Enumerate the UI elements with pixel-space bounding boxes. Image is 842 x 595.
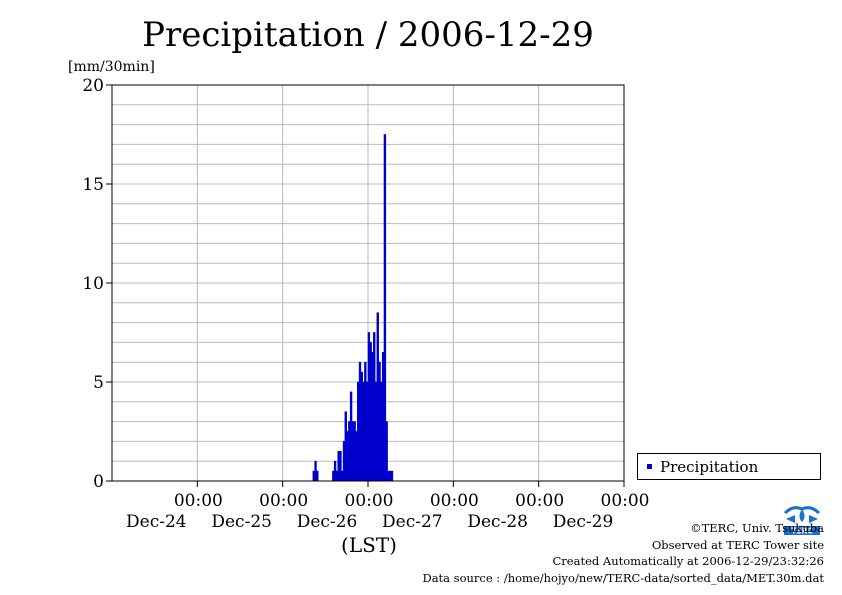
- precipitation-bar: [390, 470, 394, 482]
- chart-legend: Precipitation: [637, 453, 821, 480]
- credits-block: ©TERC, Univ. Tsukuba Observed at TERC To…: [422, 520, 824, 586]
- terc-logo-icon: TERC: [783, 503, 821, 536]
- created-timestamp-text: Created Automatically at 2006-12-29/23:3…: [552, 554, 825, 568]
- precipitation-bar: [316, 470, 319, 482]
- y-axis-unit-label: [mm/30min]: [68, 59, 155, 75]
- x-tick-time-label: 00:00: [259, 491, 308, 511]
- legend-label: Precipitation: [660, 458, 759, 476]
- x-tick-time-label: 00:00: [174, 491, 223, 511]
- x-tick-time-label: 00:00: [515, 491, 564, 511]
- precipitation-bars: [312, 134, 394, 482]
- legend-swatch: [647, 464, 652, 469]
- chart-title: Precipitation / 2006-12-29: [142, 15, 594, 55]
- x-tick-time-label: 00:00: [430, 491, 479, 511]
- y-tick-label: 0: [93, 472, 104, 492]
- x-tick-date-label: Dec-29: [553, 512, 614, 532]
- x-tick-date-label: Dec-27: [382, 512, 443, 532]
- x-axis-label: (LST): [341, 533, 397, 557]
- y-tick-label: 20: [82, 76, 104, 96]
- x-axis-ticks: 00:00Dec-2400:00Dec-2500:00Dec-2600:00De…: [126, 481, 650, 532]
- x-tick-date-label: Dec-26: [297, 512, 358, 532]
- y-tick-label: 10: [82, 274, 104, 294]
- x-tick-time-label: 00:00: [345, 491, 394, 511]
- y-axis-ticks: 0 5 10 15 20: [82, 76, 112, 492]
- observed-site-text: Observed at TERC Tower site: [651, 537, 824, 552]
- y-tick-label: 5: [93, 373, 104, 393]
- x-tick-time-label: 00:00: [601, 491, 650, 511]
- copyright-text: ©TERC, Univ. Tsukuba: [690, 521, 824, 535]
- logo-text: TERC: [791, 527, 813, 536]
- x-tick-date-label: Dec-28: [467, 512, 528, 532]
- data-source-text: Data source : /home/hojyo/new/TERC-data/…: [422, 570, 824, 585]
- x-tick-date-label: Dec-24: [126, 512, 187, 532]
- y-tick-label: 15: [82, 175, 104, 195]
- grid-lines: [112, 84, 624, 482]
- x-tick-date-label: Dec-25: [211, 512, 272, 532]
